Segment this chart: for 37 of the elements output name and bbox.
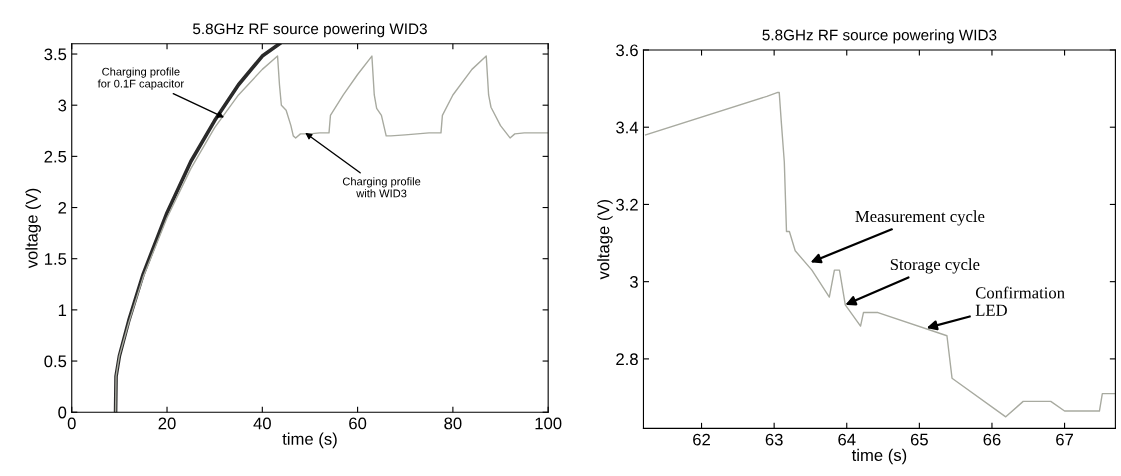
x-axis-title: time (s) (851, 448, 907, 465)
annotation: Storage cycle (890, 258, 980, 274)
y-tick-label: 3 (58, 99, 67, 112)
y-tick-label: 3 (629, 276, 638, 288)
y-tick-label: 2.8 (616, 353, 638, 366)
annotation: Charging profile for 0.1F capacitor (97, 67, 184, 90)
annotation: Charging profile with WID3 (342, 177, 421, 198)
y-tick-label: 2.5 (44, 150, 67, 163)
x-tick-label: 62 (693, 433, 710, 446)
x-tick-label: 20 (158, 417, 176, 430)
x-tick-label: 65 (910, 433, 928, 446)
line-series (644, 91, 1116, 418)
y-tick-label: 3.2 (616, 198, 638, 211)
annotation: Measurement cycle (855, 210, 985, 226)
y-tick-label: 1 (58, 304, 67, 316)
chart-title: 5.8GHz RF source powering WID3 (192, 23, 427, 38)
x-tick-label: 67 (1056, 433, 1073, 446)
annotation: Confirmation LED (975, 286, 1065, 316)
y-axis-title: voltage (V) (597, 199, 613, 280)
x-tick-label: 0 (67, 417, 76, 430)
chart-title: 5.8GHz RF source powering WID3 (762, 29, 997, 44)
y-tick-label: 3.6 (616, 44, 638, 57)
y-tick-label: 2 (58, 201, 67, 214)
x-tick-label: 66 (983, 433, 1001, 446)
y-tick-label: 1.5 (44, 253, 67, 265)
x-axis-title: time (s) (282, 432, 337, 449)
y-axis-title: voltage (V) (25, 188, 41, 269)
x-tick-label: 80 (444, 417, 462, 430)
y-tick-label: 0 (58, 406, 67, 419)
x-tick-label: 64 (838, 433, 856, 446)
y-tick-label: 0.5 (44, 355, 67, 368)
y-tick-label: 3.4 (616, 121, 639, 134)
x-tick-label: 60 (349, 417, 367, 430)
x-tick-label: 40 (253, 417, 271, 430)
x-tick-label: 100 (535, 417, 562, 430)
x-tick-label: 63 (765, 433, 783, 446)
y-tick-label: 3.5 (44, 48, 67, 61)
